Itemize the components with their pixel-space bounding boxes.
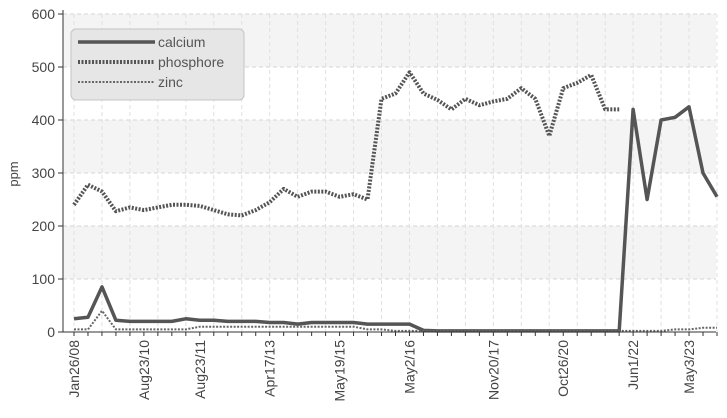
x-tick-label: May3/23 xyxy=(681,340,697,394)
plot-band xyxy=(63,226,716,279)
series-line-phosphore xyxy=(72,70,620,218)
y-tick-label: 200 xyxy=(32,218,56,234)
x-tick-label: Jan26/08 xyxy=(66,340,82,398)
legend-label-phosphore: phosphore xyxy=(158,54,224,70)
y-tick-label: 400 xyxy=(32,112,56,128)
legend-label-calcium: calcium xyxy=(158,34,205,50)
x-tick-label: Aug23/11 xyxy=(192,340,208,399)
x-tick-label: May2/16 xyxy=(401,340,417,394)
x-tick-label: Jun1/22 xyxy=(625,340,641,390)
series-line-zinc xyxy=(74,309,717,332)
legend-label-zinc: zinc xyxy=(158,74,183,90)
legend: calcium phosphore zinc xyxy=(70,28,245,101)
axes: 0 100 200 300 400 500 600 Jan26/08 Aug23/10 Aug23… xyxy=(32,6,718,402)
series-line-calcium xyxy=(73,105,719,333)
series-layer xyxy=(72,70,719,333)
plot-band xyxy=(63,120,716,173)
y-tick-label: 100 xyxy=(32,271,56,287)
x-tick-label: Aug23/10 xyxy=(136,340,152,400)
plot-band xyxy=(63,173,716,226)
x-tick-label: Nov20/17 xyxy=(485,340,501,400)
x-tick-label: Apr17/13 xyxy=(262,340,278,397)
y-tick-label: 600 xyxy=(32,6,56,22)
y-tick-label: 300 xyxy=(32,165,56,181)
y-tick-label: 0 xyxy=(47,324,55,340)
x-tick-label: Oct26/20 xyxy=(555,340,571,397)
y-tick-label: 500 xyxy=(32,59,56,75)
y-axis-label: ppm xyxy=(6,161,21,186)
x-tick-label: May19/15 xyxy=(332,340,348,402)
